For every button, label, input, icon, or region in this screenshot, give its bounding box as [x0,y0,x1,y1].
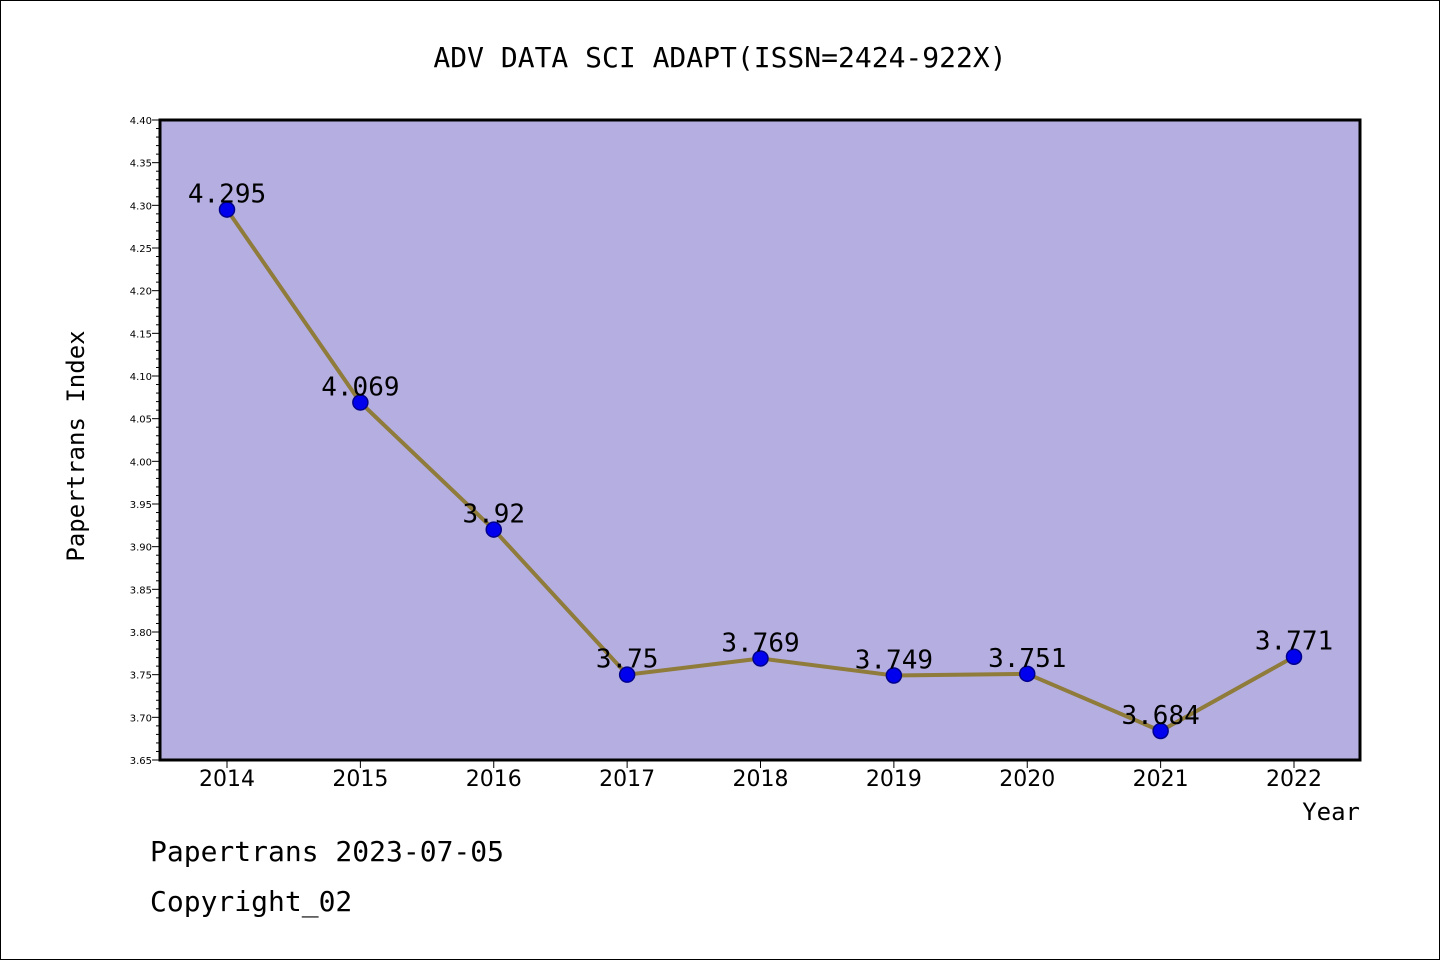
y-tick-label: 3.75 [130,671,152,682]
y-tick-label: 4.05 [130,415,152,426]
y-tick-label: 3.95 [130,500,152,511]
x-tick-label: 2015 [332,767,388,792]
y-tick-label: 4.40 [130,116,152,127]
chart-title: ADV DATA SCI ADAPT(ISSN=2424-922X) [433,41,1006,74]
footer-copyright: Copyright_02 [150,885,353,918]
y-axis-label: Papertrans Index [62,330,90,561]
x-tick-label: 2022 [1266,767,1322,792]
y-tick-label: 4.00 [130,457,152,468]
series-markers [218,201,1303,740]
data-point [1152,722,1169,740]
y-tick-label: 3.70 [130,713,152,724]
y-tick-label: 4.25 [130,244,152,255]
data-label: 3.769 [721,628,799,658]
data-point [352,394,369,411]
data-point [752,650,769,667]
data-label: 3.75 [596,645,659,675]
data-label: 4.069 [321,372,399,402]
footer-date: Papertrans 2023-07-05 [150,835,505,868]
data-label: 3.684 [1121,701,1199,731]
data-label: 3.751 [988,644,1066,674]
y-tick-label: 3.85 [130,585,152,596]
x-tick-label: 2020 [999,767,1055,792]
data-label: 3.749 [855,646,933,676]
plot-border [158,118,1362,762]
y-tick-label: 3.90 [130,543,152,554]
x-tick-label: 2018 [733,767,789,792]
y-tick-label: 4.30 [130,201,152,212]
y-tick-label: 3.65 [130,756,152,767]
data-point [485,521,502,538]
data-point [218,201,236,218]
y-axis: 3.65 3.70 3.75 3.80 3.85 3.90 3.95 4.00 4.05 4.10… [130,116,160,767]
x-tick-label: 2019 [866,767,922,792]
data-labels: 4.295 4.069 3.92 3.75 3.769 3.749 3.751 3.684 3.… [188,180,1333,731]
data-point [618,666,636,683]
y-tick-label: 4.15 [130,329,152,340]
x-tick-label: 2017 [599,767,655,792]
data-label: 3.771 [1255,627,1333,657]
data-point [1285,648,1303,665]
x-tick-label: 2016 [466,767,522,792]
data-label: 3.92 [462,500,525,530]
x-tick-label: 2014 [199,767,255,792]
x-axis: 2014 2015 2016 2017 2018 2019 2020 2021 2022 [199,760,1322,792]
y-tick-label: 3.80 [130,628,152,639]
x-axis-label: Year [1302,798,1360,826]
x-tick-label: 2021 [1133,767,1189,792]
data-label: 4.295 [188,180,266,210]
y-tick-label: 4.35 [130,159,152,170]
data-point [885,667,903,684]
y-tick-label: 4.10 [130,372,152,383]
y-tick-label: 4.20 [130,287,152,298]
data-point [1019,665,1036,683]
